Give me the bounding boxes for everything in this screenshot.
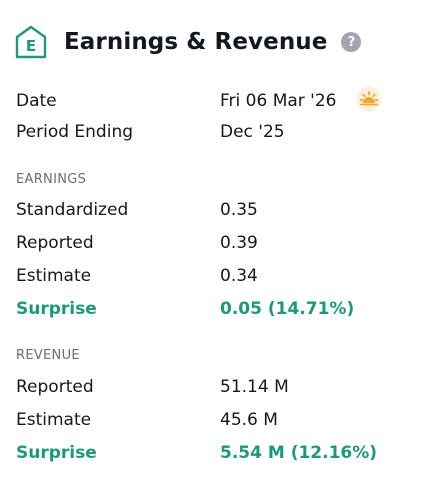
earnings-standardized-label: Standardized <box>16 200 129 220</box>
earnings-estimate-row: Estimate 0.34 <box>16 263 416 289</box>
revenue-surprise-row: Surprise 5.54 M (12.16%) <box>16 440 416 466</box>
period-ending-label: Period Ending <box>16 122 134 142</box>
earnings-estimate-label: Estimate <box>16 266 92 286</box>
earnings-reported-value: 0.39 <box>220 233 258 253</box>
earnings-surprise-label: Surprise <box>16 299 97 319</box>
earnings-surprise-value: 0.05 (14.71%) <box>220 299 355 319</box>
earnings-badge-icon: E <box>15 25 47 59</box>
earnings-standardized-row: Standardized 0.35 <box>16 197 416 223</box>
revenue-estimate-row: Estimate 45.6 M <box>16 407 416 433</box>
date-row: Date Fri 06 Mar '26 <box>16 88 416 114</box>
widget-title: Earnings & Revenue <box>64 29 328 55</box>
revenue-estimate-value: 45.6 M <box>220 410 278 430</box>
date-label: Date <box>16 91 57 111</box>
revenue-estimate-label: Estimate <box>16 410 92 430</box>
earnings-surprise-row: Surprise 0.05 (14.71%) <box>16 296 416 322</box>
earnings-estimate-value: 0.34 <box>220 266 258 286</box>
sun-icon <box>356 86 382 112</box>
revenue-section-title: REVENUE <box>16 348 80 363</box>
date-value: Fri 06 Mar '26 <box>220 91 337 111</box>
earnings-standardized-value: 0.35 <box>220 200 258 220</box>
period-ending-value: Dec '25 <box>220 122 285 142</box>
revenue-reported-row: Reported 51.14 M <box>16 374 416 400</box>
help-icon[interactable]: ? <box>341 32 362 52</box>
earnings-reported-label: Reported <box>16 233 94 253</box>
period-ending-row: Period Ending Dec '25 <box>16 119 416 145</box>
revenue-surprise-value: 5.54 M (12.16%) <box>220 443 378 463</box>
revenue-reported-label: Reported <box>16 377 94 397</box>
revenue-surprise-label: Surprise <box>16 443 97 463</box>
badge-letter: E <box>26 37 36 55</box>
widget-header: E Earnings & Revenue ? <box>14 24 362 60</box>
revenue-reported-value: 51.14 M <box>220 377 289 397</box>
earnings-section-title: EARNINGS <box>16 172 87 187</box>
earnings-reported-row: Reported 0.39 <box>16 230 416 256</box>
